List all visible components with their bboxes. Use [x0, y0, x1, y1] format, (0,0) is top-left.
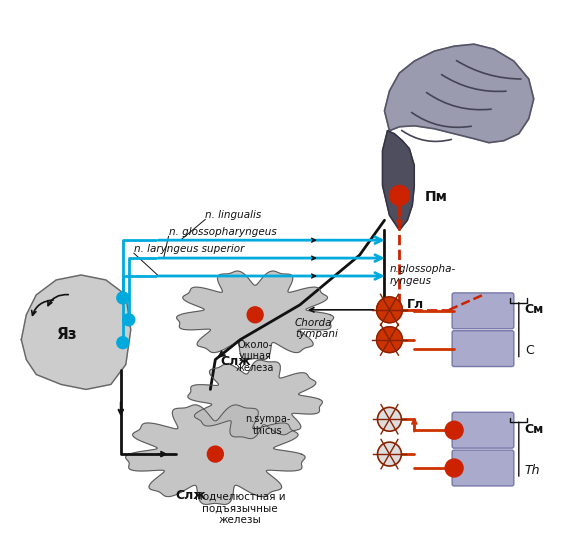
Circle shape [117, 292, 129, 304]
Text: Слж: Слж [220, 355, 250, 367]
Text: n. glossopharyngeus: n. glossopharyngeus [169, 227, 276, 237]
Circle shape [445, 459, 463, 477]
Polygon shape [385, 44, 534, 142]
Text: Пм: Пм [424, 190, 447, 205]
Circle shape [123, 314, 135, 326]
Text: Cм: Cм [525, 303, 544, 316]
Circle shape [390, 185, 409, 205]
Polygon shape [21, 275, 131, 389]
Polygon shape [188, 360, 323, 439]
Text: n.glossopha-
ryngeus: n.glossopha- ryngeus [390, 264, 456, 286]
Text: Гл: Гл [407, 298, 425, 311]
Text: Cм: Cм [525, 423, 544, 436]
Text: C: C [525, 344, 534, 357]
Text: Слж: Слж [175, 489, 206, 502]
Circle shape [445, 421, 463, 439]
Text: Подчелюстная и
подъязычные
железы: Подчелюстная и подъязычные железы [195, 492, 285, 525]
FancyBboxPatch shape [452, 331, 514, 366]
Circle shape [208, 446, 223, 462]
Circle shape [377, 408, 402, 431]
FancyBboxPatch shape [452, 293, 514, 329]
FancyBboxPatch shape [452, 412, 514, 448]
Polygon shape [177, 271, 334, 360]
Circle shape [377, 297, 402, 323]
Text: n.sympa-
thicus: n.sympa- thicus [245, 414, 291, 436]
Text: Chorda
tympani: Chorda tympani [295, 318, 338, 339]
Polygon shape [126, 405, 305, 504]
Circle shape [377, 442, 402, 466]
Circle shape [117, 337, 129, 349]
Polygon shape [382, 131, 415, 230]
Text: Th: Th [525, 464, 540, 476]
FancyBboxPatch shape [452, 450, 514, 486]
Text: n. lingualis: n. lingualis [205, 210, 262, 221]
Text: Яз: Яз [56, 327, 76, 342]
Circle shape [377, 327, 402, 353]
Text: n. laryngeus superior: n. laryngeus superior [134, 244, 244, 254]
Circle shape [247, 307, 263, 323]
Text: Около-
ушная
железа: Около- ушная железа [236, 340, 274, 373]
